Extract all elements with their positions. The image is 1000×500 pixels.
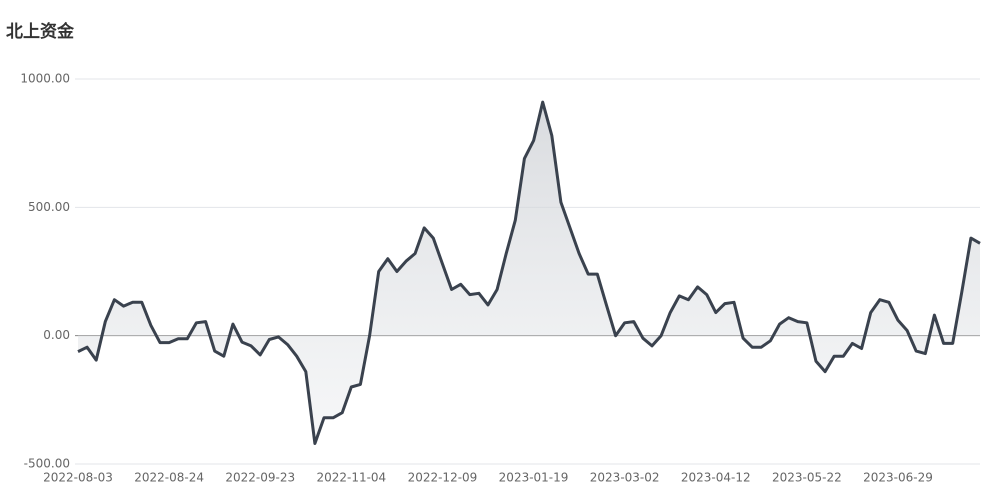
chart-title: 北上资金 (6, 21, 75, 42)
area (78, 102, 980, 444)
line (77, 100, 981, 445)
x-tick-label: 2022-08-03 (43, 471, 113, 485)
x-tick-label: 2023-01-19 (499, 471, 569, 485)
y-tick-label: -500.00 (24, 457, 70, 471)
x-tick-label: 2022-11-04 (316, 471, 386, 485)
y-tick-label: 0.00 (43, 328, 70, 342)
x-tick-label: 2022-12-09 (408, 471, 478, 485)
x-tick-label: 2023-05-22 (772, 471, 842, 485)
x-tick-label: 2023-06-29 (863, 471, 933, 485)
x-tick-label: 2022-09-23 (225, 471, 295, 485)
x-tick-label: 2022-08-24 (134, 471, 204, 485)
y-tick-label: 500.00 (28, 200, 70, 214)
x-tick-label: 2023-04-12 (681, 471, 751, 485)
y-tick-label: 1000.00 (20, 72, 70, 86)
x-tick-label: 2023-03-02 (590, 471, 660, 485)
